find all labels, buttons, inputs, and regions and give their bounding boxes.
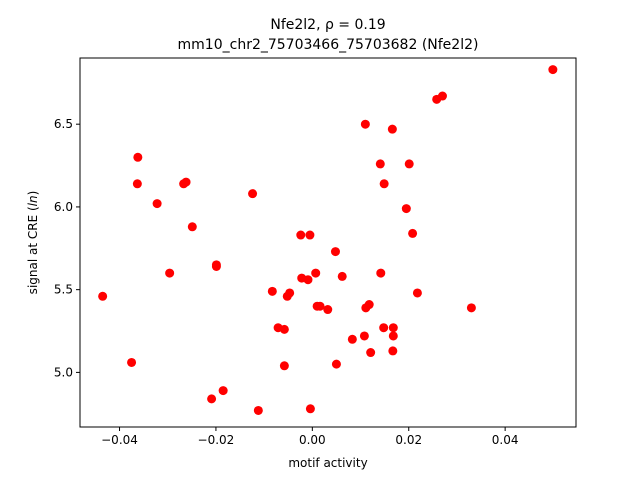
data-point — [466, 303, 476, 313]
x-tick-label: −0.02 — [198, 433, 235, 447]
data-point — [375, 159, 385, 169]
data-point — [305, 404, 315, 414]
x-axis-label: motif activity — [288, 456, 367, 470]
axis-ticks: −0.04 −0.02 0.00 0.02 0.04 5.0 5.5 6.0 6.5 — [54, 117, 519, 447]
data-point — [133, 152, 143, 162]
data-point — [132, 179, 142, 189]
x-tick-label: 0.02 — [395, 433, 422, 447]
data-point — [388, 331, 398, 341]
data-point — [165, 268, 175, 278]
data-point — [323, 305, 333, 315]
data-point — [181, 177, 191, 187]
data-point — [311, 268, 321, 278]
data-point — [330, 247, 340, 257]
data-point — [303, 275, 313, 285]
data-point — [296, 230, 306, 240]
chart-title-line1: Nfe2l2, ρ = 0.19 — [270, 17, 385, 33]
y-tick-label: 5.5 — [54, 283, 73, 297]
data-point — [248, 189, 258, 199]
x-tick-label: 0.04 — [492, 433, 519, 447]
data-point — [387, 124, 397, 134]
data-point — [331, 359, 341, 369]
data-point — [218, 386, 228, 396]
data-point — [315, 301, 325, 311]
data-point — [279, 361, 289, 371]
y-axis-label: signal at CRE (ln) — [26, 191, 40, 295]
data-point — [408, 228, 418, 238]
data-point — [366, 348, 376, 358]
x-tick-label: −0.04 — [101, 433, 138, 447]
plot-frame — [79, 57, 577, 428]
data-point — [305, 230, 315, 240]
data-point — [359, 331, 369, 341]
data-point — [207, 394, 217, 404]
data-point — [267, 286, 277, 296]
data-point — [279, 324, 289, 334]
data-point — [379, 323, 389, 333]
data-point — [376, 268, 386, 278]
data-point — [337, 271, 347, 281]
chart-title-line2: mm10_chr2_75703466_75703682 (Nfe2l2) — [178, 37, 479, 53]
data-point — [364, 300, 374, 310]
data-point — [412, 288, 422, 298]
data-point — [388, 346, 398, 356]
y-tick-label: 6.0 — [54, 200, 73, 214]
data-points — [98, 65, 558, 415]
data-point — [347, 334, 357, 344]
data-point — [127, 357, 137, 367]
data-point — [404, 159, 414, 169]
data-point — [388, 323, 398, 333]
data-point — [152, 199, 162, 209]
y-tick-label: 5.0 — [54, 365, 73, 379]
data-point — [548, 65, 558, 75]
data-point — [285, 288, 295, 298]
data-point — [211, 261, 221, 271]
data-point — [253, 405, 263, 415]
data-point — [379, 179, 389, 189]
data-point — [187, 222, 197, 232]
data-point — [98, 291, 108, 301]
x-tick-label: 0.00 — [299, 433, 326, 447]
data-point — [401, 204, 411, 214]
data-point — [360, 119, 370, 129]
data-point — [437, 91, 447, 101]
y-tick-label: 6.5 — [54, 117, 73, 131]
